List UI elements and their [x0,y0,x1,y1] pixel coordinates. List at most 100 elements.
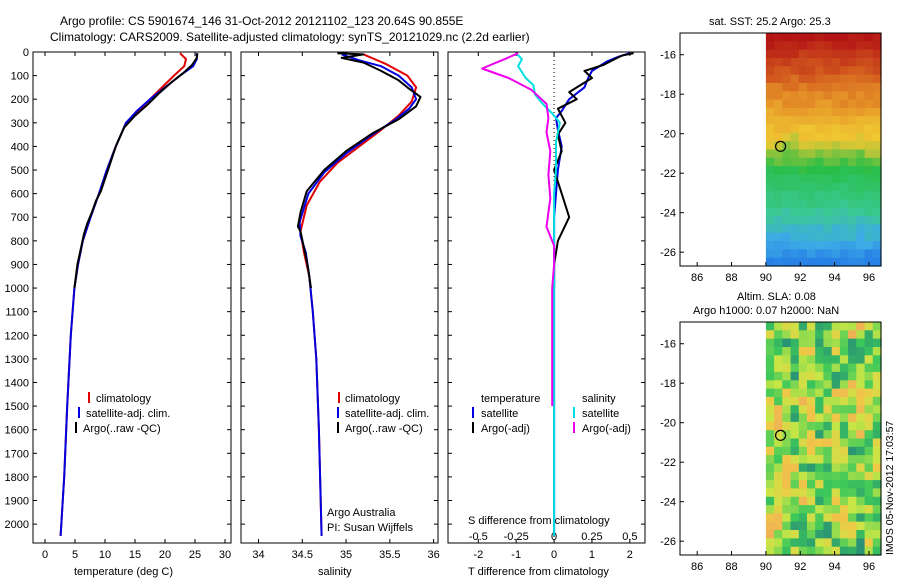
map-cell [839,405,849,415]
map-cell [848,421,857,431]
map-cell [807,107,816,117]
map-cell [798,157,808,167]
map-cell [839,455,849,464]
map-cell [790,471,800,481]
map-cell [774,224,783,234]
map-cell [807,216,816,225]
map-cell [815,413,824,423]
map-cell [831,182,841,192]
map-cell [790,521,800,531]
map-cell [815,330,824,340]
map-cell [774,538,783,548]
map-cell [774,546,783,556]
map-y-tick-label: -18 [660,89,676,101]
map-cell [872,224,882,234]
map-cell [815,480,824,489]
map-cell [782,322,792,331]
map-cell [815,174,824,184]
map-cell [831,241,841,250]
map-cell [872,49,882,59]
map-cell [765,41,775,51]
map-cell [864,249,874,259]
pi-annotation-line-1: Argo Australia [327,507,396,519]
map-cell [831,322,841,331]
map-cell [823,207,833,217]
map-cell [864,124,874,134]
map-cell [807,421,816,431]
map-cell [864,513,874,523]
map-cell [839,347,849,356]
x-tick-label: -2 [473,549,483,561]
y-tick-label: 1500 [5,401,29,413]
map-cell [856,191,866,200]
map-cell [765,224,775,234]
map-cell [864,66,874,76]
map-cell [815,546,824,556]
map-cell [856,82,866,92]
map-cell [831,149,841,159]
map-cell [807,91,816,101]
map-cell [831,496,841,506]
map-cell [848,521,857,531]
map-cell [848,124,857,134]
argo-position-marker [774,429,787,441]
map-cell [790,488,800,498]
map-cell [790,157,800,167]
map-cell [798,430,808,440]
map-cell [839,330,849,340]
map-cell [856,41,866,51]
map-cell [831,232,841,242]
map-cell [823,91,833,101]
map-cell [774,430,783,440]
map-cell [782,249,792,259]
map-cell [815,405,824,415]
map-x-tick-label: 96 [863,561,875,573]
map-cell [782,480,792,489]
map-cell [856,99,866,109]
difference-legend: temperature salinity satellite Argo(-adj… [472,393,631,435]
temperature-panel [32,51,232,544]
map-cell [815,355,824,365]
legend-title-temperature: temperature [481,393,540,405]
header-line-2: Climatology: CARS2009. Satellite-adjuste… [50,30,530,44]
map-cell [790,430,800,440]
map-cell [823,513,833,523]
temperature-legend: climatology satellite-adj. clim. Argo(..… [75,392,170,435]
x-tick-label: -1 [511,549,521,561]
map-cell [807,74,816,84]
map-cell [823,538,833,548]
map-cell [782,438,792,448]
map-cell [774,488,783,498]
map-y-tick-label: -20 [660,129,676,141]
map-cell [798,199,808,209]
map-cell [839,363,849,373]
map-cell [790,355,800,365]
map-cell [872,91,882,101]
map-cell [798,322,808,331]
map-cell [798,446,808,456]
map-cell [839,66,849,76]
map-cell [815,505,824,514]
map-cell [848,505,857,514]
map-cell [765,521,775,531]
map-cell [782,430,792,440]
sla-map-subtitle: Argo h1000: 0.07 h2000: NaN [693,305,839,317]
argo-position-marker [774,140,787,152]
map-cell [815,82,824,92]
map-cell [872,41,882,51]
map-cell [856,413,866,423]
map-cell [839,149,849,159]
map-cell [765,430,775,440]
map-cell [823,224,833,234]
map-cell [831,388,841,398]
map-cell [839,421,849,431]
map-cell [807,546,816,556]
map-cell [774,149,783,159]
map-cell [848,380,857,390]
map-cell [848,496,857,506]
map-cell [823,496,833,506]
map-cell [848,149,857,159]
map-cell [765,380,775,390]
map-cell [831,421,841,431]
y-tick-label: 700 [11,212,29,224]
